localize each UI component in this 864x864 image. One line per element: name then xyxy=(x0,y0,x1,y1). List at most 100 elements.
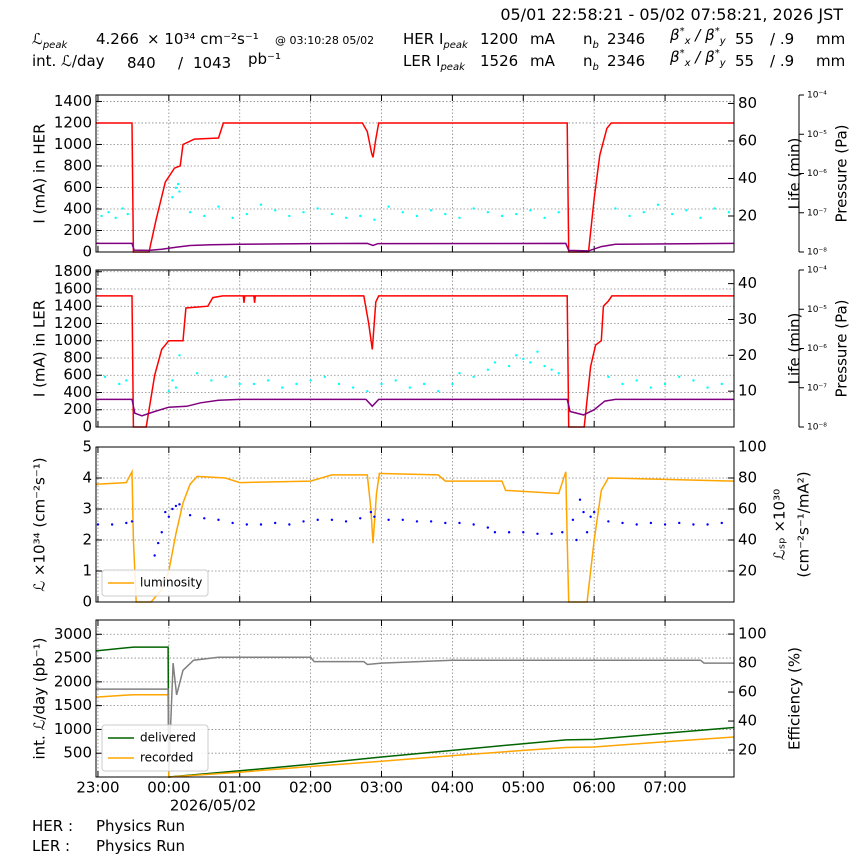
series-point xyxy=(706,386,709,389)
beam-unit-box: mA xyxy=(530,52,555,70)
beta-unit: mm xyxy=(816,52,846,70)
beta-label: β*x / β*y xyxy=(670,48,726,69)
beta-sub: y xyxy=(719,58,726,69)
series-point xyxy=(366,389,369,393)
series-line xyxy=(95,646,735,778)
beta-x-box: 55 xyxy=(735,52,754,70)
y-tick-label: 800 xyxy=(63,348,92,366)
series-point xyxy=(486,211,490,214)
beta-star: * xyxy=(714,48,720,59)
beta: / β xyxy=(695,26,715,44)
series-point xyxy=(458,521,461,525)
series-point xyxy=(100,214,103,218)
series-point xyxy=(231,216,234,220)
y3-tick-label: 10⁻⁷ xyxy=(807,208,827,218)
y3-tick-label: 10⁻⁴ xyxy=(807,91,827,101)
y-tick-label: 0 xyxy=(82,593,92,611)
y2-tick-label: 20 xyxy=(738,346,757,364)
int-lumi-label: int. ℒ/day xyxy=(32,52,105,70)
her-status: Physics Run xyxy=(96,817,186,835)
series-point xyxy=(125,379,128,382)
y3-label: Pressure (Pa) xyxy=(833,299,851,397)
y-tick-label: 600 xyxy=(63,178,92,196)
y-tick-label: 5 xyxy=(82,438,92,456)
series-point xyxy=(578,498,582,501)
series-point xyxy=(217,205,220,208)
beam-current: 1526 xyxy=(480,52,519,70)
series-point xyxy=(273,209,277,212)
series-point xyxy=(585,531,589,534)
y-tick-label: 200 xyxy=(63,221,92,239)
series-point xyxy=(429,520,433,523)
series-point xyxy=(472,375,475,379)
series-point xyxy=(536,350,539,353)
series-point xyxy=(486,526,490,529)
series-point xyxy=(720,382,723,386)
series-point xyxy=(635,523,638,526)
y3-tick-label: 10⁻⁶ xyxy=(807,169,827,179)
y2-tick-label: 60 xyxy=(738,500,757,518)
y3-tick-label: 10⁻⁴ xyxy=(807,266,827,276)
beta: / β xyxy=(695,48,715,66)
series-point xyxy=(224,375,227,379)
y2-tick-label: 20 xyxy=(738,206,757,224)
y-tick-label: 1600 xyxy=(54,279,92,297)
y2-label: Life (min) xyxy=(786,313,804,385)
series-point xyxy=(344,520,348,523)
series-point xyxy=(373,218,376,221)
beta-unit-box: mm xyxy=(816,30,845,48)
series-point xyxy=(575,538,578,542)
y-tick-label: 3 xyxy=(82,500,92,518)
legend-label: recorded xyxy=(140,751,193,765)
beta-x: 55 xyxy=(735,52,755,70)
series-point xyxy=(401,211,404,214)
series-point xyxy=(451,382,454,386)
series-point xyxy=(217,518,220,522)
series-point xyxy=(210,379,213,382)
beta-sub: x xyxy=(684,58,691,69)
beta-label: β*x / β*y xyxy=(670,26,726,47)
beta-unit-box: mm xyxy=(816,52,845,70)
series-point xyxy=(621,521,624,525)
series-point xyxy=(164,510,167,514)
series-point xyxy=(543,216,546,220)
series-point xyxy=(607,520,610,523)
series-point xyxy=(444,521,447,525)
series-point xyxy=(472,207,475,210)
series-point xyxy=(458,372,461,375)
series-point xyxy=(550,532,553,535)
y-tick-label: 400 xyxy=(63,383,92,401)
y2-label: Efficiency (%) xyxy=(786,647,804,750)
series-point xyxy=(167,515,171,518)
series-line xyxy=(96,656,734,772)
ler-status-label: LER : xyxy=(32,837,71,855)
series-point xyxy=(302,520,305,523)
y2-tick-label: 60 xyxy=(738,131,757,149)
series-point xyxy=(114,216,117,220)
x-tick-label: 02:00 xyxy=(289,779,332,797)
y-tick-label: 1800 xyxy=(54,262,92,280)
beta-x-box: 55 xyxy=(735,30,754,48)
series-point xyxy=(188,211,192,214)
lumi-peak-unit: × 10³⁴ cm⁻²s⁻¹ xyxy=(147,30,259,48)
int-lumi-delivered: 840 xyxy=(127,54,156,72)
series-point xyxy=(663,382,667,386)
series-point xyxy=(607,375,610,379)
series-point xyxy=(444,212,447,216)
series-line xyxy=(96,122,734,253)
y2-label: (cm⁻²s⁻¹/mA²) xyxy=(795,471,813,577)
series-point xyxy=(203,517,206,520)
nb-sub: b xyxy=(592,40,599,51)
series-point xyxy=(174,186,178,190)
x-axis-date: 2026/05/02 xyxy=(170,797,256,815)
series-point xyxy=(635,379,638,382)
y3-tick-label: 10⁻⁵ xyxy=(807,305,827,315)
series-point xyxy=(649,521,653,525)
series-point xyxy=(130,520,134,523)
series-point xyxy=(252,382,256,386)
beta-y-box: / .9 xyxy=(770,52,794,70)
symbol: ℒ xyxy=(32,30,43,48)
x-tick-label: 05:00 xyxy=(502,779,545,797)
series-point xyxy=(621,382,624,386)
